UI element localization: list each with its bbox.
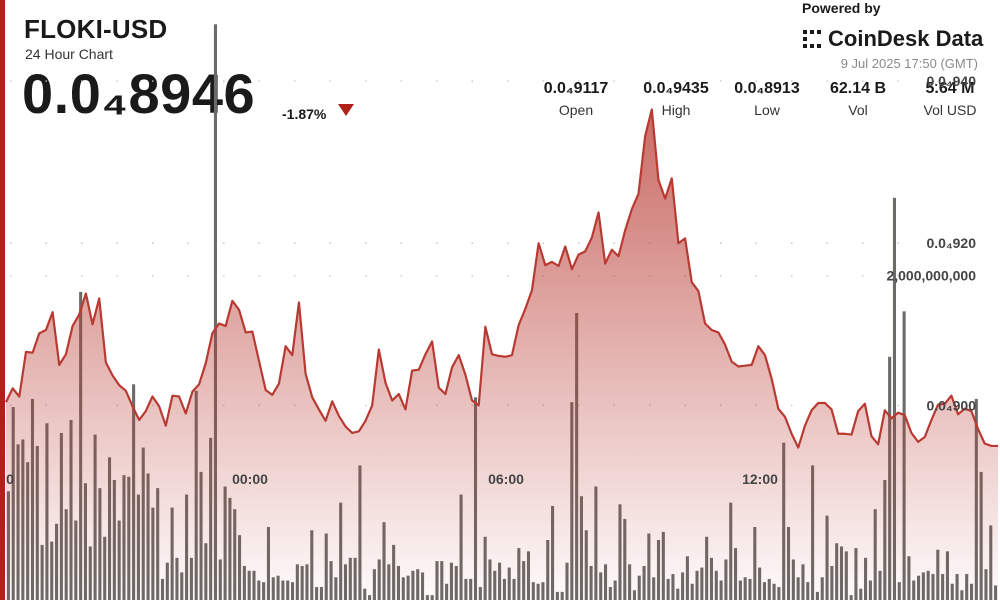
accent-bar: [0, 0, 5, 600]
stat-label: Low: [754, 102, 780, 118]
stat-high: 0.0₄9435 High: [638, 80, 714, 118]
y-tick-label: 0.0₄940: [927, 73, 977, 89]
chart-subtitle: 24 Hour Chart: [25, 46, 113, 62]
volume-bar: [213, 24, 218, 600]
stat-value: 62.14 B: [829, 80, 887, 97]
powered-by-label: Powered by: [802, 0, 881, 16]
x-tick-label: 12:00: [742, 471, 778, 487]
volume-tick-label: 2,000,000,000: [886, 268, 976, 284]
stat-value: 0.0₄9117: [543, 80, 609, 97]
price-line: [5, 108, 998, 449]
pair-title: FLOKI-USD: [24, 14, 168, 44]
x-tick-label: 00:00: [232, 471, 268, 487]
volume-bar: [892, 197, 897, 600]
y-tick-label: 0.0₄900: [927, 397, 977, 413]
y-tick-label: 0.0₄920: [927, 235, 977, 251]
stat-vol: 62.14 B Vol: [822, 80, 894, 118]
stat-label: High: [661, 102, 691, 118]
stat-label: Open: [558, 102, 594, 118]
axis-labels: 0.0₄940 0.0₄920 0.0₄900 2,000,000,000 0 00:00…: [6, 73, 976, 487]
brand-logo: CoinDesk Data: [802, 26, 983, 52]
timestamp: 9 Jul 2025 17:50 (GMT): [840, 56, 978, 71]
stat-vol-usd: 5.64 M Vol USD: [912, 80, 988, 118]
x-tick-label: 0: [6, 471, 14, 487]
price-area: [6, 109, 998, 600]
stat-low: 0.0₄8913 Low: [728, 80, 806, 118]
stat-value: 5.64 M: [925, 80, 975, 97]
triangle-down-icon: [338, 104, 354, 116]
stat-label: Vol: [848, 102, 868, 118]
stat-label: Vol USD: [923, 102, 977, 118]
price-change: -1.87%: [282, 106, 327, 122]
stat-value: 0.0₄8913: [734, 80, 800, 97]
stat-open: 0.0₄9117 Open: [542, 80, 610, 118]
x-tick-label: 06:00: [488, 471, 524, 487]
stat-value: 0.0₄9435: [643, 80, 709, 97]
coindesk-logo-icon: [802, 29, 822, 49]
brand-name: CoinDesk Data: [828, 26, 984, 51]
